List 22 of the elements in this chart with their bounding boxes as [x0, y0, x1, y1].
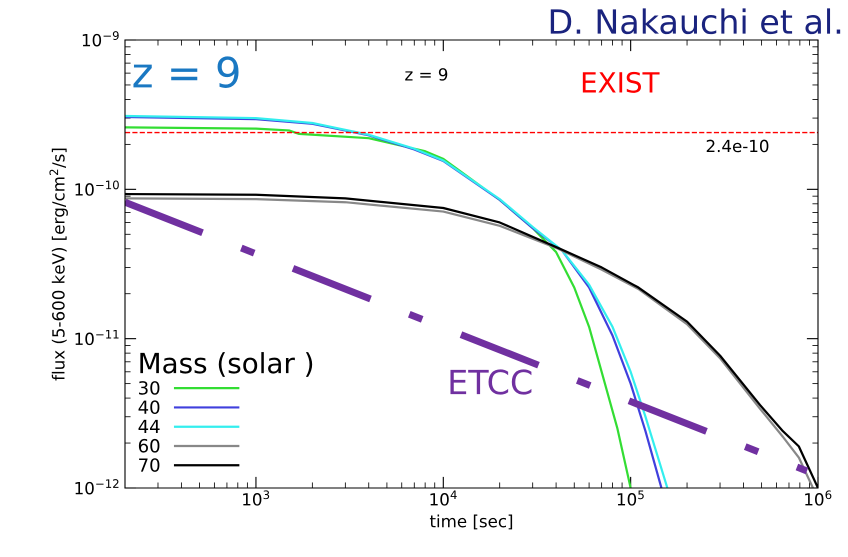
annotation: EXIST	[582, 72, 660, 93]
x-tick-label: 10$^{3}$	[243, 490, 270, 506]
legend-label: 40	[138, 400, 160, 414]
y-tick-label: 10$^{−10}$	[75, 180, 119, 196]
x-tick-label: 10$^{5}$	[618, 490, 644, 506]
x-tick-label: 10$^{6}$	[805, 490, 832, 506]
text: D. Nakauchi et al.	[550, 8, 840, 34]
y-tick-label: 10$^{−9}$	[82, 31, 119, 46]
annotation: z = 9	[405, 68, 448, 81]
y-tick-label: 10$^{−11}$	[75, 330, 119, 346]
legend-title: Mass (solar )	[140, 352, 312, 377]
legend-label: 44	[138, 420, 160, 434]
annotation: z = 9	[133, 56, 239, 88]
x-tick-label: 10$^{4}$	[430, 490, 457, 506]
annotation: ETCC	[450, 369, 532, 395]
legend-label: 60	[138, 438, 160, 453]
ref-line-label: 2.4e-10	[706, 140, 768, 152]
legend-label: 30	[139, 381, 160, 395]
x-axis-title: time [sec]	[430, 514, 512, 530]
y-tick-label: 10$^{−12}$	[75, 479, 118, 494]
legend-label: 70	[139, 458, 160, 472]
y-axis-title: flux (5-600 keV) [erg/cm$^{2}$/s]	[49, 148, 68, 380]
